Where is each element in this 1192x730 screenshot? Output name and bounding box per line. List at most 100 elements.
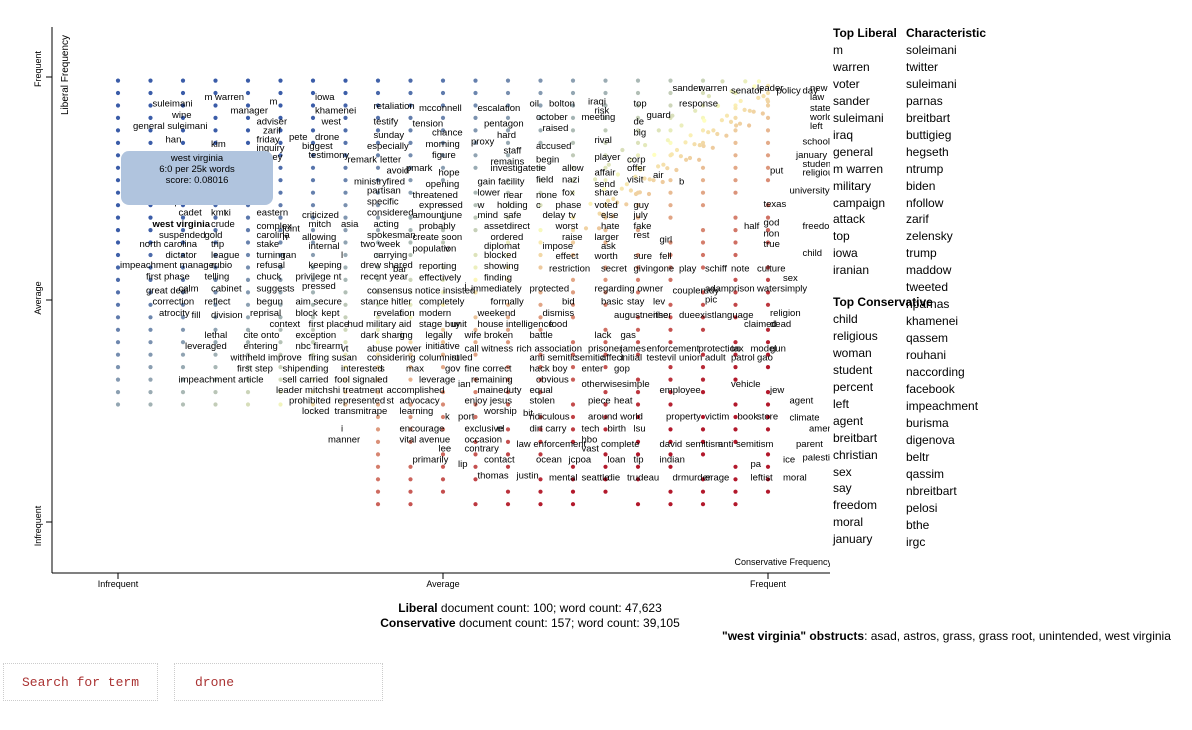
term-label[interactable]: texas xyxy=(764,199,787,210)
term-point[interactable] xyxy=(538,302,543,307)
term-label[interactable]: stage buy xyxy=(419,319,460,330)
term-point[interactable] xyxy=(765,90,771,96)
term-point[interactable] xyxy=(245,90,251,96)
term-point[interactable] xyxy=(700,477,706,482)
term-label[interactable]: dictator xyxy=(166,250,197,261)
term-point[interactable] xyxy=(697,157,702,162)
term-point[interactable] xyxy=(375,302,381,307)
term-point[interactable] xyxy=(115,215,121,220)
term-point[interactable] xyxy=(440,78,446,83)
term-point[interactable] xyxy=(603,352,608,357)
term-point[interactable] xyxy=(440,215,446,220)
characteristic-item[interactable]: soleimani xyxy=(906,42,957,57)
term-label[interactable]: contrary xyxy=(465,444,500,455)
term-label[interactable]: hard xyxy=(497,130,516,141)
term-point[interactable] xyxy=(505,265,511,270)
term-point[interactable] xyxy=(700,327,706,332)
term-label[interactable]: fired xyxy=(387,177,405,188)
term-point[interactable] xyxy=(765,215,771,220)
term-label[interactable]: moral xyxy=(783,473,807,484)
term-point[interactable] xyxy=(310,402,316,407)
term-point[interactable] xyxy=(473,153,478,158)
term-point[interactable] xyxy=(408,402,413,407)
term-label[interactable]: modern xyxy=(419,308,451,319)
term-label[interactable]: k xyxy=(445,412,450,423)
term-point[interactable] xyxy=(733,90,738,96)
term-point[interactable] xyxy=(115,302,121,307)
term-point[interactable] xyxy=(213,340,218,345)
term-point[interactable] xyxy=(343,203,348,208)
term-point[interactable] xyxy=(310,377,316,382)
term-point[interactable] xyxy=(343,228,348,233)
term-point[interactable] xyxy=(375,315,381,320)
term-point[interactable] xyxy=(148,90,153,96)
term-point[interactable] xyxy=(278,178,283,183)
term-point[interactable] xyxy=(733,215,738,220)
term-label[interactable]: inquiry xyxy=(257,143,285,154)
term-point[interactable] xyxy=(505,452,511,457)
term-label[interactable]: semitic xyxy=(575,352,605,363)
term-point[interactable] xyxy=(765,265,771,270)
term-point[interactable] xyxy=(635,439,641,444)
term-label[interactable]: encourage xyxy=(400,424,445,435)
term-point[interactable] xyxy=(310,153,316,158)
term-point[interactable] xyxy=(310,203,316,208)
term-label[interactable]: friday xyxy=(257,134,280,145)
term-label[interactable]: suspended xyxy=(159,230,205,241)
term-point[interactable] xyxy=(669,152,674,157)
term-point[interactable] xyxy=(115,153,121,158)
term-label[interactable]: augustneither xyxy=(614,310,672,321)
term-point[interactable] xyxy=(473,265,478,270)
term-label[interactable]: reprisal xyxy=(250,308,281,319)
term-label[interactable]: vital xyxy=(400,435,417,446)
term-label[interactable]: enforcement xyxy=(647,343,700,354)
term-point[interactable] xyxy=(180,78,186,83)
term-point[interactable] xyxy=(375,427,381,432)
term-point[interactable] xyxy=(310,103,316,108)
term-label[interactable]: air xyxy=(653,170,664,181)
characteristic-item[interactable]: tweeted xyxy=(906,280,949,295)
term-point[interactable] xyxy=(733,377,738,382)
term-label[interactable]: kept xyxy=(322,308,340,319)
term-point[interactable] xyxy=(761,94,766,99)
characteristic-item[interactable]: ntrump xyxy=(906,161,944,176)
term-point[interactable] xyxy=(619,186,624,191)
term-point[interactable] xyxy=(665,138,671,143)
term-point[interactable] xyxy=(213,390,218,395)
term-point[interactable] xyxy=(505,140,511,145)
term-point[interactable] xyxy=(733,302,738,307)
term-point[interactable] xyxy=(765,340,771,345)
term-point[interactable] xyxy=(505,464,511,469)
term-label[interactable]: iowa xyxy=(315,92,335,103)
term-point[interactable] xyxy=(278,352,283,357)
term-label[interactable]: especially xyxy=(367,141,409,152)
term-point[interactable] xyxy=(115,315,121,320)
term-label[interactable]: cadet xyxy=(179,208,203,219)
term-point[interactable] xyxy=(115,103,121,108)
term-point[interactable] xyxy=(665,166,670,171)
term-point[interactable] xyxy=(628,188,634,193)
term-point[interactable] xyxy=(679,123,684,128)
term-point[interactable] xyxy=(700,203,706,208)
term-point[interactable] xyxy=(700,240,706,245)
term-label[interactable]: vast xyxy=(582,444,600,455)
term-label[interactable]: zarif xyxy=(263,125,281,136)
term-point[interactable] xyxy=(278,228,283,233)
term-point[interactable] xyxy=(700,377,706,382)
term-point[interactable] xyxy=(115,78,121,83)
term-point[interactable] xyxy=(570,414,576,420)
characteristic-item[interactable]: pelosi xyxy=(906,500,938,515)
term-point[interactable] xyxy=(148,390,153,395)
term-point[interactable] xyxy=(733,439,738,444)
term-point[interactable] xyxy=(245,115,251,120)
term-point[interactable] xyxy=(570,128,576,133)
term-point[interactable] xyxy=(668,78,673,83)
term-label[interactable]: prohibited xyxy=(289,396,331,407)
term-label[interactable]: stance hitler xyxy=(361,297,412,308)
term-label[interactable]: indian xyxy=(660,455,685,466)
term-label[interactable]: immediately xyxy=(471,283,522,294)
characteristic-item[interactable]: hegseth xyxy=(906,144,949,159)
term-point[interactable] xyxy=(213,290,218,295)
term-point[interactable] xyxy=(278,252,283,258)
term-point[interactable] xyxy=(278,203,283,208)
